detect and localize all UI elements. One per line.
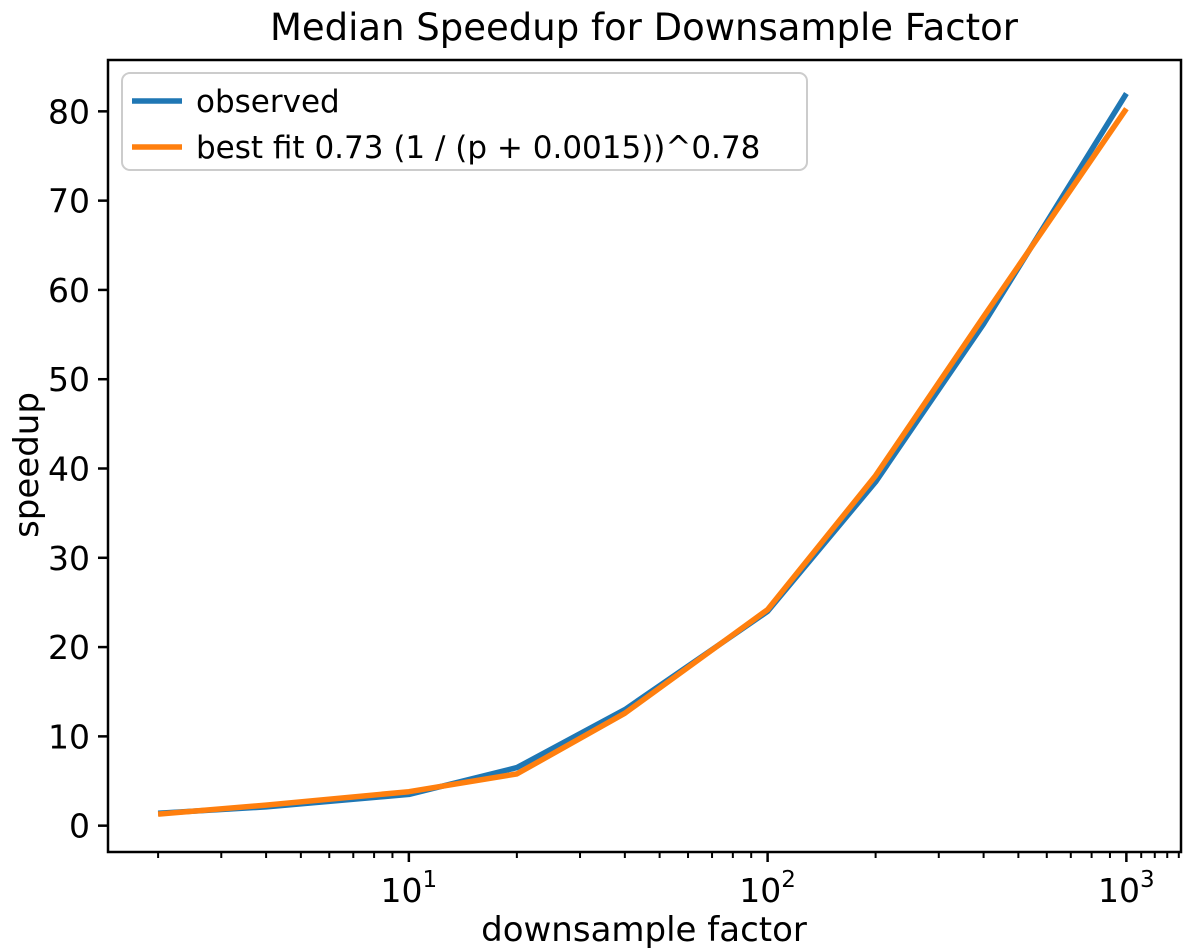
y-tick-label: 80 [48,92,90,131]
series-group [157,92,1129,817]
legend: observed best fit 0.73 (1 / (p + 0.0015)… [121,72,808,171]
y-tick-label: 60 [48,271,90,310]
y-tick-label: 0 [69,807,90,846]
legend-observed-label: observed [196,84,340,120]
plot-area [106,58,1183,854]
y-tick-label: 40 [48,450,90,489]
y-tick-label: 70 [48,182,90,221]
x-tick-label: 101 [381,867,438,910]
y-axis-label: speedup [7,392,47,538]
observed-line [157,92,1129,816]
x-tick-label: 103 [1098,867,1155,910]
best-fit-line [157,107,1129,817]
y-tick-label: 10 [48,717,90,756]
y-tick-label: 20 [48,628,90,667]
legend-box [121,72,808,171]
chart-title: Median Speedup for Downsample Factor [270,6,1019,49]
x-axis: 101 102 103 [157,852,1180,910]
y-tick-label: 30 [48,539,90,578]
x-tick-label: 102 [739,867,796,910]
x-axis-label: downsample factor [481,910,807,950]
y-axis: 0 10 20 30 40 50 60 70 80 [48,92,108,846]
legend-best-fit-label: best fit 0.73 (1 / (p + 0.0015))^0.78 [196,130,760,166]
y-tick-label: 50 [48,360,90,399]
